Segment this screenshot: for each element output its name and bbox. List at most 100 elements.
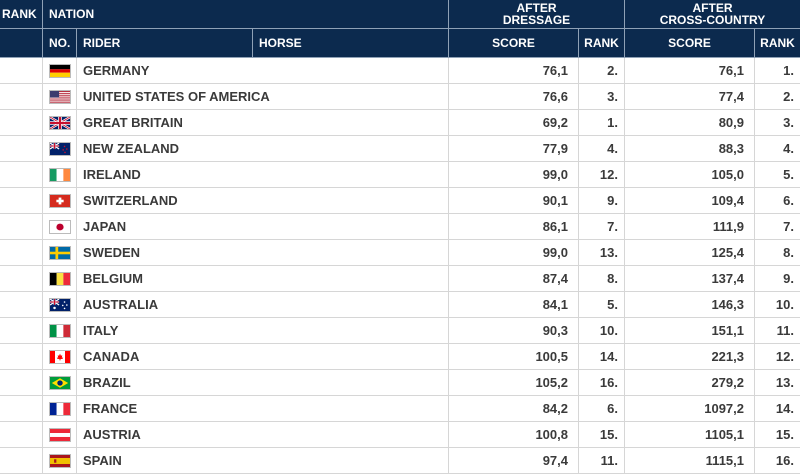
dressage-score: 97,4 — [448, 448, 578, 473]
xc-score: 80,9 — [624, 110, 754, 135]
rank-cell — [0, 370, 42, 395]
xc-score: 1115,1 — [624, 448, 754, 473]
header-xc-score[interactable]: SCORE — [624, 29, 754, 57]
nation-name[interactable]: SPAIN — [76, 448, 448, 473]
header-after-xc-line2: CROSS-COUNTRY — [659, 13, 766, 27]
dressage-score: 100,5 — [448, 344, 578, 369]
table-row[interactable]: BELGIUM 87,4 8. 137,4 9. — [0, 266, 800, 292]
nation-name[interactable]: ITALY — [76, 318, 448, 343]
flag-cell — [42, 188, 76, 213]
header-xc-rank[interactable]: RANK — [754, 29, 800, 57]
xc-rank: 11. — [754, 318, 800, 343]
dressage-rank: 5. — [578, 292, 624, 317]
table-row[interactable]: NEW ZEALAND 77,9 4. 88,3 4. — [0, 136, 800, 162]
rank-cell — [0, 318, 42, 343]
header-dressage-score[interactable]: SCORE — [448, 29, 578, 57]
header-rider[interactable]: RIDER — [76, 29, 252, 57]
nation-name[interactable]: CANADA — [76, 344, 448, 369]
flag-de-icon — [48, 63, 71, 78]
dressage-rank: 11. — [578, 448, 624, 473]
nation-name[interactable]: GERMANY — [76, 58, 448, 83]
header-after-dressage-line1: AFTER — [516, 1, 557, 15]
nation-name[interactable]: SWITZERLAND — [76, 188, 448, 213]
dressage-rank: 7. — [578, 214, 624, 239]
header-after-cross-country[interactable]: AFTER CROSS-COUNTRY — [624, 0, 800, 28]
dressage-rank: 6. — [578, 396, 624, 421]
nation-name[interactable]: AUSTRIA — [76, 422, 448, 447]
xc-score: 1097,2 — [624, 396, 754, 421]
dressage-score: 90,3 — [448, 318, 578, 343]
xc-rank: 12. — [754, 344, 800, 369]
dressage-score: 84,2 — [448, 396, 578, 421]
header-rank[interactable]: RANK — [2, 7, 37, 21]
rank-cell — [0, 162, 42, 187]
dressage-score: 90,1 — [448, 188, 578, 213]
xc-rank: 5. — [754, 162, 800, 187]
rank-cell — [0, 58, 42, 83]
flag-us-icon — [48, 89, 71, 104]
rank-cell — [0, 214, 42, 239]
rank-cell — [0, 84, 42, 109]
rank-cell — [0, 292, 42, 317]
table-row[interactable]: CANADA 100,5 14. 221,3 12. — [0, 344, 800, 370]
dressage-score: 84,1 — [448, 292, 578, 317]
nation-name[interactable]: UNITED STATES OF AMERICA — [76, 84, 448, 109]
dressage-rank: 4. — [578, 136, 624, 161]
xc-score: 105,0 — [624, 162, 754, 187]
table-row[interactable]: ITALY 90,3 10. 151,1 11. — [0, 318, 800, 344]
table-row[interactable]: GERMANY 76,1 2. 76,1 1. — [0, 58, 800, 84]
flag-ch-icon — [48, 193, 71, 208]
table-row[interactable]: SWITZERLAND 90,1 9. 109,4 6. — [0, 188, 800, 214]
flag-cell — [42, 370, 76, 395]
dressage-score: 99,0 — [448, 162, 578, 187]
xc-rank: 9. — [754, 266, 800, 291]
dressage-score: 69,2 — [448, 110, 578, 135]
xc-rank: 2. — [754, 84, 800, 109]
table-row[interactable]: AUSTRIA 100,8 15. 1105,1 15. — [0, 422, 800, 448]
xc-score: 88,3 — [624, 136, 754, 161]
nation-name[interactable]: AUSTRALIA — [76, 292, 448, 317]
flag-fr-icon — [48, 401, 71, 416]
header-nation[interactable]: NATION — [42, 0, 448, 28]
rank-cell — [0, 448, 42, 473]
xc-score: 77,4 — [624, 84, 754, 109]
flag-cell — [42, 136, 76, 161]
nation-name[interactable]: GREAT BRITAIN — [76, 110, 448, 135]
flag-cell — [42, 266, 76, 291]
dressage-score: 105,2 — [448, 370, 578, 395]
dressage-rank: 9. — [578, 188, 624, 213]
xc-rank: 1. — [754, 58, 800, 83]
nation-name[interactable]: SWEDEN — [76, 240, 448, 265]
dressage-score: 99,0 — [448, 240, 578, 265]
xc-rank: 8. — [754, 240, 800, 265]
nation-name[interactable]: BRAZIL — [76, 370, 448, 395]
dressage-rank: 12. — [578, 162, 624, 187]
nation-name[interactable]: JAPAN — [76, 214, 448, 239]
nation-name[interactable]: BELGIUM — [76, 266, 448, 291]
table-row[interactable]: IRELAND 99,0 12. 105,0 5. — [0, 162, 800, 188]
flag-cell — [42, 318, 76, 343]
table-row[interactable]: SWEDEN 99,0 13. 125,4 8. — [0, 240, 800, 266]
table-row[interactable]: UNITED STATES OF AMERICA 76,6 3. 77,4 2. — [0, 84, 800, 110]
dressage-score: 76,6 — [448, 84, 578, 109]
header-row-2: NO. RIDER HORSE SCORE RANK SCORE RANK — [0, 29, 800, 58]
table-row[interactable]: GREAT BRITAIN 69,2 1. 80,9 3. — [0, 110, 800, 136]
nation-name[interactable]: NEW ZEALAND — [76, 136, 448, 161]
nation-name[interactable]: IRELAND — [76, 162, 448, 187]
header-no[interactable]: NO. — [42, 29, 76, 57]
table-row[interactable]: AUSTRALIA 84,1 5. 146,3 10. — [0, 292, 800, 318]
table-row[interactable]: SPAIN 97,4 11. 1115,1 16. — [0, 448, 800, 474]
header-dressage-rank[interactable]: RANK — [578, 29, 624, 57]
table-row[interactable]: BRAZIL 105,2 16. 279,2 13. — [0, 370, 800, 396]
header-after-dressage-line2: DRESSAGE — [502, 13, 571, 27]
flag-au-icon — [48, 297, 71, 312]
table-row[interactable]: JAPAN 86,1 7. 111,9 7. — [0, 214, 800, 240]
table-row[interactable]: FRANCE 84,2 6. 1097,2 14. — [0, 396, 800, 422]
nation-name[interactable]: FRANCE — [76, 396, 448, 421]
header-horse[interactable]: HORSE — [252, 29, 448, 57]
header-after-xc-line1: AFTER — [692, 1, 733, 15]
header-after-dressage[interactable]: AFTER DRESSAGE — [448, 0, 624, 28]
dressage-score: 87,4 — [448, 266, 578, 291]
dressage-score: 100,8 — [448, 422, 578, 447]
flag-gb-icon — [48, 115, 71, 130]
